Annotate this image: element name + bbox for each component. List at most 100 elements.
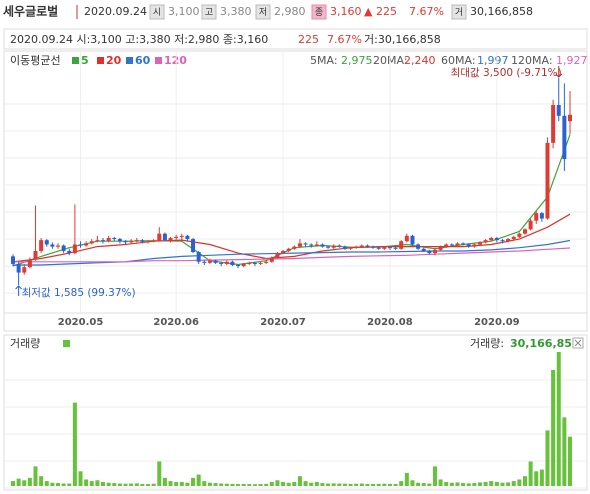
volume-bar [438,479,443,486]
candle-body [44,240,49,245]
candle-body [326,246,331,248]
candle-body [22,267,27,273]
candle-body [146,241,151,243]
candle-body [264,261,269,263]
candle-body [416,244,421,249]
volume-bar [427,483,432,486]
candle-body [269,257,274,262]
volume-bar [174,481,179,486]
candle-body [252,262,257,264]
candle-body [506,239,511,242]
candle-body [562,115,567,160]
ma-value: 2,240 [404,54,436,67]
candle-body [551,105,556,143]
ma-line [13,239,571,266]
candle-body [106,237,111,242]
volume-bar [50,482,55,486]
candle-body [95,240,100,242]
volume-bar [106,482,111,486]
candle-body [410,235,415,245]
candle-body [196,252,201,262]
label-char: 고 [205,8,213,18]
volume-bar [179,481,184,486]
label-box [451,4,467,20]
volume-bar [444,481,449,486]
candle-body [534,213,539,221]
candle-body [528,220,533,230]
x-tick-label: 2020.09 [474,317,520,328]
min-label: 최저값 1,585 (99.37%) [22,287,136,299]
legend-label: 20 [106,54,122,67]
candle-body [286,248,291,251]
volume-bar [455,482,460,486]
candle-body [404,235,409,242]
candle-body [207,260,212,263]
legend-label: 120 [164,54,187,67]
volume-bar [61,483,66,486]
candle-body [365,245,370,247]
volume-bar [342,483,347,486]
max-label: 최대값 3,500 (-9.71%) [451,67,562,79]
volume-bar [494,481,499,486]
volume-bar [281,481,286,486]
candle-body [494,237,499,241]
label-box [255,4,271,20]
candle-body [393,247,398,249]
candle-body [117,239,122,242]
candle-body [230,261,235,266]
ma-line [13,247,571,263]
candle-body [376,247,381,249]
volume-readout-value: 30,166,858 [510,337,580,350]
candle-body [219,262,224,264]
volume-bar [393,484,398,486]
volume-bar [517,479,522,486]
candle-body [303,243,308,245]
volume-bar [568,436,572,486]
volume-bar [365,483,370,486]
legend-title: 이동평균선 [10,54,61,67]
candle-body [517,233,522,237]
volume-bar [326,483,331,486]
volume-bar [236,484,241,486]
candle-body [568,114,572,122]
candle-body [202,261,207,263]
candle-body [466,244,471,247]
volume-bar [331,483,336,486]
volume-bar [16,478,21,486]
candle-body [382,247,387,249]
header-date: 2020.09.24 [84,5,147,18]
ma-label: 5MA: [310,54,338,67]
volume-bar [286,482,291,486]
volume-bar [348,483,353,486]
candle-body [539,213,544,219]
volume-bar [387,483,392,486]
candle-body [168,237,173,241]
candle-body [179,235,184,237]
candle-body [359,245,364,247]
candle-body [185,235,190,240]
volume-bar [230,483,235,486]
volume-bar [404,472,409,486]
volume-bar [252,484,257,486]
candle-body [89,241,94,244]
volume-bar [562,417,567,486]
price-panel [3,50,588,332]
legend-swatch [155,57,162,64]
item-value: 2,980 [274,5,306,18]
candle-body [348,247,353,249]
volume-bar [258,484,263,486]
candle-body [241,263,246,267]
volume-bar [382,483,387,486]
candle-body [477,242,482,245]
volume-bar [556,352,561,486]
candle-body [320,244,325,247]
volume-bar [522,476,527,486]
candle-body [72,244,77,254]
candle-body [140,240,145,242]
volume-bar [534,471,539,486]
max-arrow [555,66,563,78]
item-value: 3,100 [168,5,200,18]
candle-body [50,244,55,247]
candle-body [247,262,252,264]
legend-swatch [63,340,70,347]
